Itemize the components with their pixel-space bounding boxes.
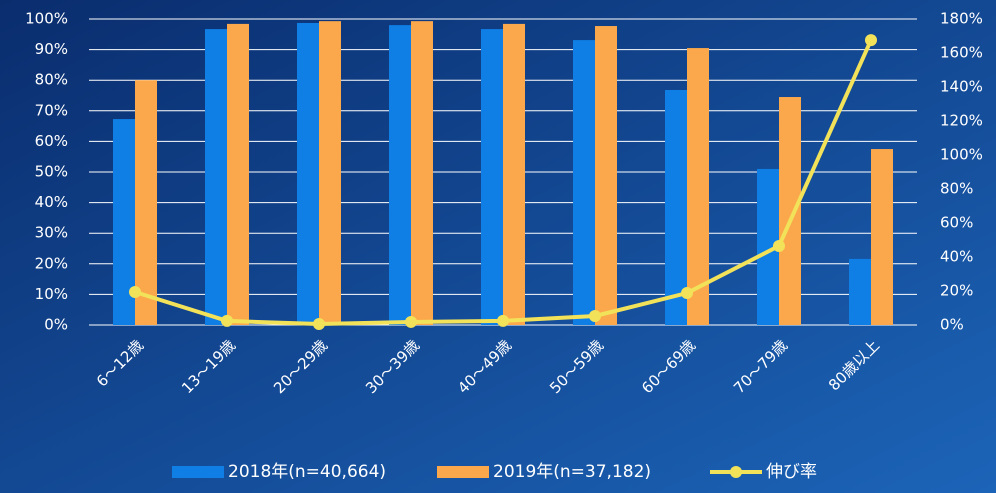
bar — [871, 149, 893, 325]
y-tick-label: 20% — [35, 254, 68, 272]
line-marker — [129, 286, 141, 299]
y-tick-label: 40% — [35, 193, 68, 211]
bar — [319, 21, 341, 326]
legend-label: 2019年(n=37,182) — [493, 462, 651, 482]
bar — [227, 23, 249, 326]
bar — [135, 80, 157, 325]
legend-label: 2018年(n=40,664) — [228, 462, 386, 482]
y2-tick-label: 180% — [940, 10, 983, 28]
y2-tick-label: 60% — [940, 214, 973, 232]
bar — [757, 168, 779, 325]
legend-swatch — [437, 466, 489, 478]
line-marker — [865, 34, 877, 47]
y-tick-label: 60% — [35, 132, 68, 150]
bar — [665, 89, 687, 325]
bar — [849, 258, 871, 325]
line-marker — [313, 317, 325, 330]
y2-tick-label: 160% — [940, 44, 983, 62]
y2-tick-label: 20% — [940, 282, 973, 300]
y2-tick-label: 80% — [940, 180, 973, 198]
legend-swatch — [172, 466, 224, 478]
y2-tick-label: 120% — [940, 112, 983, 130]
line-marker — [497, 314, 509, 327]
y-tick-label: 80% — [35, 71, 68, 89]
bar — [411, 21, 433, 326]
y-tick-label: 50% — [35, 163, 68, 181]
y2-tick-label: 0% — [940, 316, 964, 334]
legend-swatch — [730, 466, 742, 478]
y2-tick-label: 140% — [940, 78, 983, 96]
line-marker — [589, 309, 601, 322]
bar — [113, 119, 135, 325]
y-tick-label: 0% — [44, 316, 68, 334]
bar — [687, 48, 709, 325]
bar — [389, 25, 411, 326]
y-tick-label: 100% — [25, 10, 68, 28]
bar — [297, 22, 319, 326]
line-marker — [405, 315, 417, 328]
legend-label: 伸び率 — [766, 462, 817, 482]
bar — [205, 29, 227, 326]
line-marker — [221, 314, 233, 327]
y-tick-label: 70% — [35, 101, 68, 119]
line-marker — [773, 239, 785, 252]
bar — [481, 29, 503, 326]
line-marker — [681, 287, 693, 300]
y-tick-label: 30% — [35, 224, 68, 242]
bar — [595, 26, 617, 326]
y-tick-label: 10% — [35, 285, 68, 303]
y2-tick-label: 100% — [940, 146, 983, 164]
bar — [779, 97, 801, 325]
y-tick-label: 90% — [35, 40, 68, 58]
bar — [503, 23, 525, 326]
y2-tick-label: 40% — [940, 248, 973, 266]
bar — [573, 40, 595, 325]
